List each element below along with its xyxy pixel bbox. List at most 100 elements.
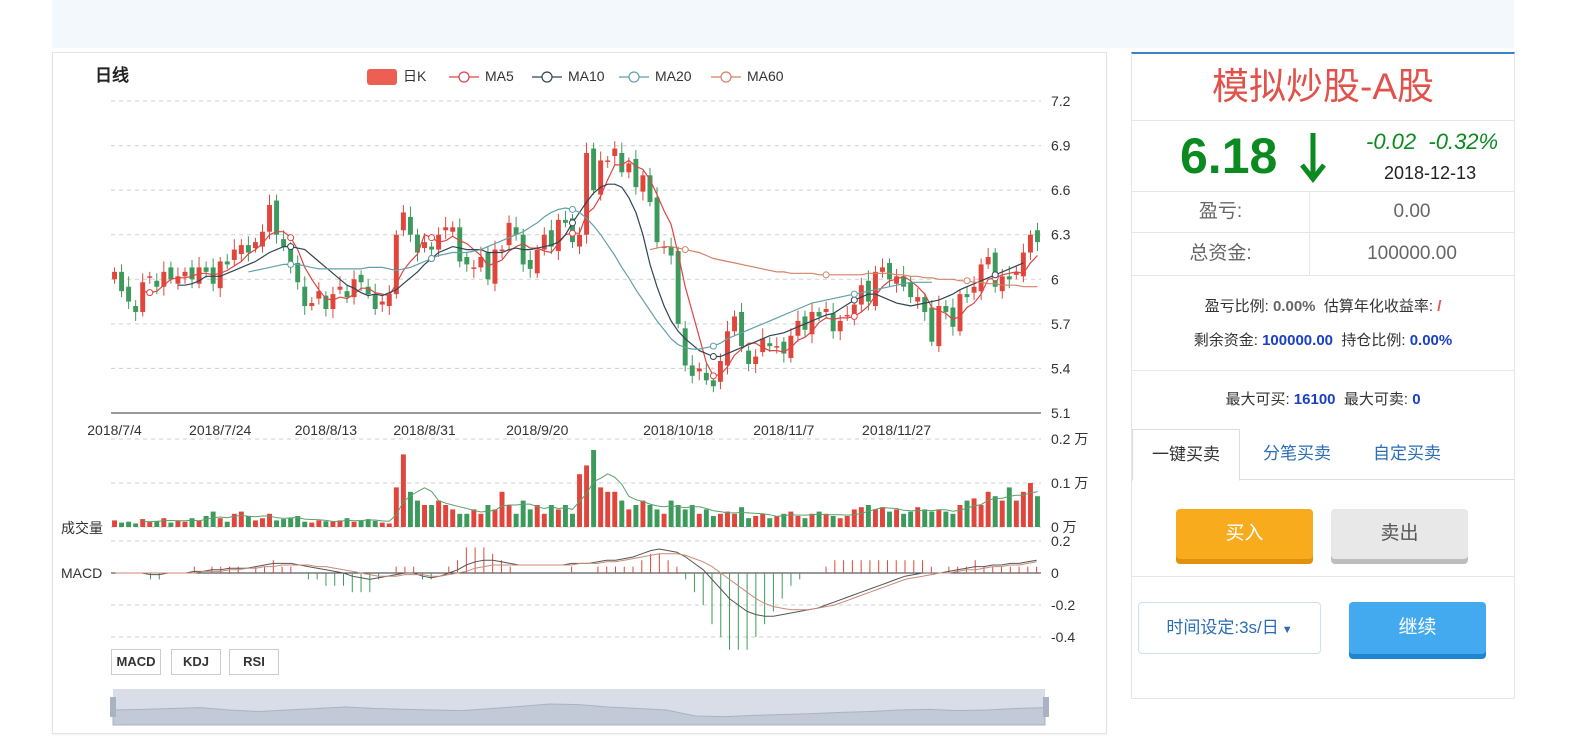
volume-axis-label: 0.2 万 (1051, 431, 1088, 447)
candle-body (816, 311, 822, 317)
volume-bar (732, 513, 737, 527)
volume-bar (316, 520, 322, 527)
continue-button[interactable]: 继续 (1349, 602, 1486, 654)
ma10-line-point (287, 243, 295, 251)
volume-bar (1035, 496, 1040, 527)
volume-bar (668, 500, 674, 527)
total-funds-value: 100000.00 (1367, 243, 1457, 264)
volume-ma-line (142, 473, 1038, 523)
volume-bar (344, 518, 350, 527)
volume-bar (534, 505, 540, 527)
volume-bar (619, 500, 625, 527)
candle-body (689, 365, 695, 376)
price-axis-label: 5.4 (1051, 360, 1071, 376)
candle-body (823, 309, 829, 312)
candle-body (746, 350, 752, 364)
ma20-line-point (428, 254, 436, 262)
volume-bar (1013, 500, 1019, 527)
ma5-line-point (287, 234, 295, 242)
volume-bar (767, 518, 773, 527)
volume-bar (605, 491, 611, 527)
pl-row: 盈亏: 0.00 (1132, 192, 1514, 233)
candle-body (605, 160, 611, 162)
candle-body (668, 246, 674, 256)
kdj-indicator-button[interactable]: KDJ (171, 649, 221, 675)
ma5-line-point (709, 372, 717, 380)
candle-body (168, 267, 174, 280)
macd-dif-line (115, 548, 1037, 617)
volume-bar (633, 505, 639, 527)
macd-indicator-button[interactable]: MACD (111, 649, 161, 675)
candle-body (252, 242, 258, 249)
top-bar (52, 0, 1514, 48)
annual-return-label: 估算年化收益率: (1323, 298, 1434, 315)
ma20-line-point (709, 342, 717, 350)
candle-body (281, 239, 287, 247)
legend-2-label: MA10 (568, 68, 605, 84)
change-value: -0.02 (1366, 129, 1417, 154)
candle-body (464, 257, 470, 265)
volume-bar (591, 450, 597, 527)
candle-body (330, 294, 336, 309)
volume-bar (1027, 483, 1033, 527)
candle-body (1013, 271, 1019, 275)
date-axis-label: 2018/11/7 (753, 422, 814, 438)
volume-bar (802, 518, 808, 527)
candle-body (887, 262, 892, 280)
candle-body (267, 205, 272, 232)
candle-body (513, 227, 519, 235)
candle-body (112, 271, 117, 280)
date-axis-label: 2018/7/4 (87, 422, 142, 438)
volume-bar (436, 500, 442, 527)
volume-bar (274, 520, 280, 527)
ma5-line-point (146, 289, 154, 297)
tab-one-click-trade[interactable]: 一键买卖 (1132, 429, 1240, 481)
volume-bar (1020, 491, 1026, 527)
candle-body (260, 231, 265, 247)
time-setting-dropdown[interactable]: 时间设定:3s/日 ▼ (1138, 602, 1321, 654)
kline-chart-panel: 日线 日K MA5 MA10 MA20 MA60 7.2 6.9 6.6 6.3 6 5.7 5.4 5.… (52, 52, 1107, 734)
candle-body (598, 160, 604, 195)
macd-dea-line (115, 553, 1037, 611)
candle-body (182, 271, 188, 277)
candle-body (725, 331, 730, 366)
candle-body (830, 313, 836, 332)
candle-body (978, 264, 984, 292)
price-axis-label: 6.3 (1051, 227, 1071, 243)
pl-label: 盈亏: (1132, 192, 1310, 232)
candle-body (196, 267, 202, 284)
legend-4-label: MA60 (747, 68, 784, 84)
legend-4-marker (720, 71, 732, 83)
tab-custom-trade[interactable]: 自定买卖 (1373, 444, 1441, 463)
volume-bar (154, 520, 160, 527)
volume-bar (936, 509, 942, 527)
sell-button[interactable]: 卖出 (1331, 509, 1468, 559)
date-axis-label: 2018/8/31 (393, 422, 455, 438)
candle-body (154, 280, 160, 287)
volume-bar (450, 509, 456, 527)
candle-body (443, 227, 449, 231)
rsi-indicator-button[interactable]: RSI (229, 649, 279, 675)
legend-1-label: MA5 (485, 68, 514, 84)
candle-body (133, 306, 139, 312)
candle-body (379, 301, 385, 305)
volume-bar (844, 516, 850, 527)
divider (1132, 576, 1514, 577)
candle-body (612, 148, 618, 156)
tab-split-trade[interactable]: 分笔买卖 (1263, 444, 1331, 463)
ma20-line (248, 207, 932, 350)
volume-bar (351, 521, 357, 527)
price-axis-label: 7.2 (1051, 93, 1071, 109)
volume-bar (971, 498, 977, 527)
buy-button[interactable]: 买入 (1176, 509, 1313, 559)
candle-body (189, 267, 195, 280)
candle-body (929, 307, 935, 342)
date-axis-label: 2018/11/27 (862, 422, 931, 438)
volume-bar (795, 516, 801, 527)
volume-bar (950, 513, 956, 527)
kline-chart[interactable]: 日线 日K MA5 MA10 MA20 MA60 7.2 6.9 6.6 6.3 6 5.7 5.4 5.… (53, 53, 1106, 733)
volume-bar (703, 509, 709, 527)
volume-axis-label: 0.1 万 (1051, 475, 1088, 491)
volume-bar (661, 513, 667, 527)
candle-body (936, 306, 942, 347)
